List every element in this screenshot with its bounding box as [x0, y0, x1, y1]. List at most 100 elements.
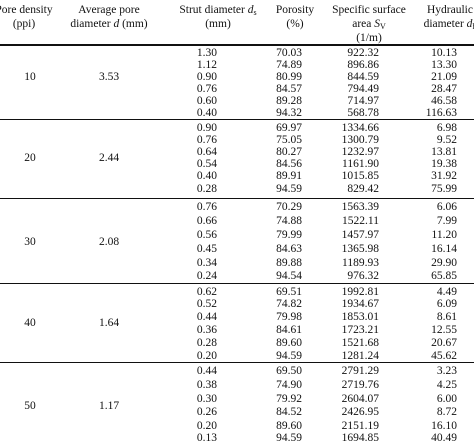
- specific-area-cell: 1189.93: [342, 257, 379, 269]
- porosity-cell: 80.99: [276, 71, 302, 83]
- hydraulic-cell: 4.25: [436, 379, 457, 391]
- hydraulic-cell: 21.09: [431, 71, 457, 83]
- strut-cell: 0.52: [196, 298, 217, 310]
- specific-area-cell: 1853.01: [341, 311, 379, 323]
- specific-area-cell: 1563.39: [341, 201, 379, 213]
- strut-cell: 0.44: [196, 311, 217, 323]
- porosity-cell: 74.90: [276, 379, 302, 391]
- header-pore-density-line2: (ppi): [12, 18, 36, 30]
- hydraulic-cell: 6.09: [436, 298, 457, 310]
- header-specific-area-line1: Specific surface: [332, 4, 406, 16]
- header-hydraulic-line2: diameter: [423, 18, 467, 30]
- specific-area-cell: 794.49: [347, 83, 379, 95]
- hydraulic-cell: 4.49: [436, 286, 457, 298]
- hydraulic-cell: 13.30: [431, 59, 457, 71]
- hydraulic-cell: 8.72: [436, 406, 457, 418]
- specific-area-cell: 2151.19: [341, 420, 379, 432]
- porosity-cell: 69.51: [276, 286, 302, 298]
- strut-cell: 0.28: [196, 183, 217, 195]
- porosity-cell: 89.88: [276, 257, 302, 269]
- hydraulic-cell: 116.63: [425, 107, 457, 119]
- strut-cell: 0.38: [196, 379, 217, 391]
- porosity-cell: 80.27: [276, 146, 302, 158]
- hydraulic-cell: 13.81: [431, 146, 457, 158]
- header-specific-area-unit: (1/m): [356, 32, 382, 44]
- hydraulic-cell: 19.38: [431, 158, 457, 170]
- header-strut-diameter: Strut diameter ds (mm): [168, 3, 268, 31]
- group-ppi: 10: [24, 71, 36, 83]
- specific-area-cell: 1334.66: [341, 122, 379, 134]
- strut-cell: 0.76: [196, 201, 217, 213]
- porosity-cell: 94.59: [276, 432, 302, 444]
- header-specific-area-subscript: V: [380, 22, 386, 31]
- strut-cell: 1.30: [196, 47, 217, 59]
- strut-cell: 0.40: [196, 170, 217, 182]
- group-average-pore: 1.17: [98, 400, 120, 412]
- specific-area-cell: 568.78: [347, 107, 379, 119]
- hydraulic-cell: 45.62: [431, 350, 457, 362]
- strut-cell: 0.76: [196, 134, 217, 146]
- hydraulic-cell: 11.20: [431, 229, 457, 241]
- specific-area-cell: 2719.76: [341, 379, 379, 391]
- specific-area-cell: 1161.90: [342, 158, 379, 170]
- header-strut-subscript: s: [253, 8, 257, 17]
- specific-area-cell: 1992.81: [341, 286, 379, 298]
- specific-area-cell: 2426.95: [341, 406, 379, 418]
- specific-area-cell: 1365.98: [341, 243, 379, 255]
- hydraulic-cell: 10.13: [431, 47, 457, 59]
- porosity-cell: 94.54: [276, 270, 302, 282]
- hydraulic-cell: 40.49: [431, 432, 457, 444]
- group-divider: [0, 119, 474, 120]
- strut-cell: 0.66: [196, 215, 217, 227]
- specific-area-cell: 844.59: [347, 71, 379, 83]
- specific-area-cell: 1934.67: [341, 298, 379, 310]
- group-divider: [0, 283, 474, 284]
- specific-area-cell: 1723.21: [341, 324, 379, 336]
- header-rule: [0, 44, 474, 46]
- strut-cell: 0.34: [196, 257, 217, 269]
- header-strut-symbol: d: [247, 4, 254, 16]
- strut-cell: 0.24: [196, 270, 217, 282]
- porosity-cell: 94.59: [276, 350, 302, 362]
- group-divider: [0, 362, 474, 363]
- porosity-cell: 94.32: [276, 107, 302, 119]
- header-strut-line1: Strut diameter: [179, 4, 248, 16]
- header-average-pore-diameter: Average pore diameter d (mm): [54, 3, 164, 31]
- strut-cell: 0.54: [196, 158, 217, 170]
- strut-cell: 0.64: [196, 146, 217, 158]
- hydraulic-cell: 12.55: [431, 324, 457, 336]
- strut-cell: 0.40: [196, 107, 217, 119]
- hydraulic-cell: 7.99: [436, 215, 457, 227]
- strut-cell: 0.45: [196, 243, 217, 255]
- porosity-cell: 94.59: [276, 183, 302, 195]
- porosity-cell: 69.97: [276, 122, 302, 134]
- hydraulic-cell: 6.06: [436, 201, 457, 213]
- specific-area-cell: 1232.97: [341, 146, 379, 158]
- header-specific-surface-area: Specific surface area SV (1/m): [324, 3, 414, 45]
- specific-area-cell: 1015.85: [341, 170, 379, 182]
- porosity-cell: 89.28: [276, 95, 302, 107]
- specific-area-cell: 714.97: [347, 95, 379, 107]
- specific-area-cell: 922.32: [347, 47, 379, 59]
- hydraulic-cell: 6.00: [436, 393, 457, 405]
- porosity-cell: 69.50: [276, 365, 302, 377]
- hydraulic-cell: 75.99: [431, 183, 457, 195]
- specific-area-cell: 1457.97: [341, 229, 379, 241]
- strut-cell: 0.90: [196, 122, 217, 134]
- porosity-cell: 70.29: [276, 201, 302, 213]
- header-hydraulic-subscript: h: [472, 22, 474, 31]
- strut-cell: 0.20: [196, 350, 217, 362]
- porosity-cell: 74.89: [276, 59, 302, 71]
- hydraulic-cell: 16.10: [431, 420, 457, 432]
- specific-area-cell: 1300.79: [341, 134, 379, 146]
- group-ppi: 40: [24, 317, 36, 329]
- header-specific-area-line2: area: [352, 18, 375, 30]
- porosity-cell: 84.56: [276, 158, 302, 170]
- header-strut-unit: (mm): [205, 18, 231, 30]
- hydraulic-cell: 16.14: [431, 243, 457, 255]
- porosity-cell: 74.82: [276, 298, 302, 310]
- porosity-cell: 84.57: [276, 83, 302, 95]
- hydraulic-cell: 65.85: [431, 270, 457, 282]
- hydraulic-cell: 6.98: [436, 122, 457, 134]
